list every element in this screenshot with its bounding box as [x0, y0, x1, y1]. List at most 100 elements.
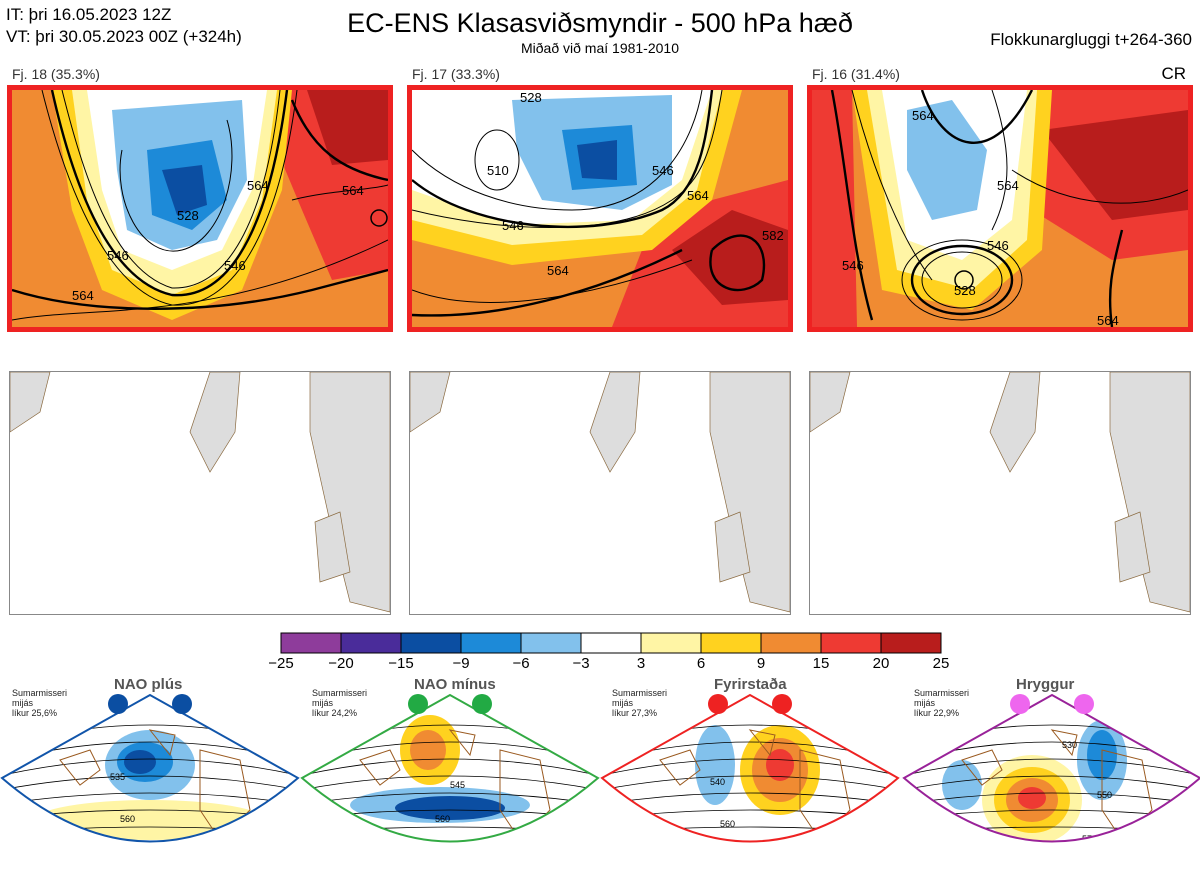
contour-label: 582 [762, 228, 784, 243]
contour-label: 528 [954, 283, 976, 298]
anomaly-shading [695, 725, 735, 805]
cluster-3-label: Fj. 16 (31.4%) [812, 66, 900, 82]
anomaly-shading [942, 760, 982, 810]
regime-border [0, 693, 300, 843]
colorbar-tick-label: −15 [388, 655, 414, 672]
contour-label: 528 [177, 208, 199, 223]
regime-border [600, 693, 900, 843]
height-contour [904, 775, 1200, 793]
height-contour [300, 844, 600, 848]
page-title: EC-ENS Klasasviðsmyndir - 500 hPa hæð [347, 8, 853, 38]
anomaly-shading [1017, 855, 1047, 865]
contour-label: 528 [520, 90, 542, 105]
height-contour [300, 861, 600, 862]
colorbar-segment [820, 632, 882, 654]
regime-marker [472, 694, 492, 714]
regime-map: 545 560 575 [300, 693, 600, 862]
contour-label: 546 [224, 258, 246, 273]
regime-info-line: Sumarmisseri [612, 688, 668, 698]
colorbar-tick-label: 15 [812, 655, 830, 672]
regime-info-line: Sumarmisseri [312, 688, 368, 698]
colorbar-tick-label: −25 [268, 655, 294, 672]
colorbar [280, 632, 942, 654]
colorbar-tick-label: 20 [872, 655, 890, 672]
regime-map: 535 560 [0, 693, 300, 848]
colorbar-tick-label: −9 [452, 655, 470, 672]
colorbar-tick-label: −6 [512, 655, 530, 672]
cluster-1-label: Fj. 18 (35.3%) [12, 66, 100, 82]
height-contour [602, 809, 898, 821]
height-contour [302, 826, 598, 835]
height-contour [600, 844, 900, 848]
regime-marker [408, 694, 428, 714]
colorbar-segment [640, 632, 702, 654]
contour-label: 564 [1097, 313, 1119, 327]
contour-label: 546 [652, 163, 674, 178]
regime-info-line: líkur 24,2% [312, 708, 358, 718]
height-contour [904, 724, 1200, 751]
regime-name: NAO mínus [414, 676, 496, 693]
colorbar-segment [460, 632, 522, 654]
height-contour [602, 775, 898, 793]
cluster-2-label: Fj. 17 (33.3%) [412, 66, 500, 82]
colorbar-tick-label: 6 [696, 655, 706, 672]
regime-border [902, 693, 1200, 843]
regime-info-line: líkur 27,3% [612, 708, 658, 718]
anomaly-shading [410, 730, 446, 770]
cluster-3-map: 546 564 546 528 564 564 [807, 85, 1193, 332]
regime-name: NAO plús [114, 676, 183, 693]
contour-label: 564 [247, 178, 269, 193]
regime-name: Hryggur [1016, 676, 1075, 693]
regime-info: Sumarmisseri mijás líkur 24,2% [312, 688, 367, 718]
colorbar-tick-label: 3 [636, 655, 646, 672]
contour-label: 564 [547, 263, 569, 278]
regime-marker [708, 694, 728, 714]
regime-contour-label: 575 [735, 844, 750, 854]
colorbar-tick-label: −20 [328, 655, 354, 672]
regime-contour-label: 545 [450, 780, 465, 790]
contour-label: 564 [342, 183, 364, 198]
regime-marker [1010, 694, 1030, 714]
regime-contour-label: 535 [110, 772, 125, 782]
height-contour [302, 775, 598, 793]
colorbar-segment [580, 632, 642, 654]
regime-info: Sumarmisseri mijás líkur 25,6% [12, 688, 67, 718]
colorbar-segment [760, 632, 822, 654]
colorbar-segment [280, 632, 342, 654]
colorbar-tick-label: −3 [572, 655, 590, 672]
regime-border [300, 693, 600, 843]
regime-info: Sumarmisseri mijás líkur 22,9% [914, 688, 969, 718]
empty-map-3 [809, 371, 1191, 615]
cluster-1-map: 528 546 564 564 546 564 [7, 85, 393, 332]
colorbar-segment [880, 632, 942, 654]
contour-label: 546 [987, 238, 1009, 253]
contour-label: 546 [842, 258, 864, 273]
regime-info-line: líkur 22,9% [914, 708, 960, 718]
contour-label: 546 [107, 248, 129, 263]
anomaly-shading [124, 750, 156, 774]
anomaly-shading [35, 800, 265, 840]
colorbar-tick-label: 9 [756, 655, 766, 672]
height-contour [2, 775, 298, 793]
regime-info-line: mijás [312, 698, 334, 708]
empty-map-1 [9, 371, 391, 615]
contour-label: 564 [997, 178, 1019, 193]
colorbar-segment [700, 632, 762, 654]
regime-info-line: mijás [914, 698, 936, 708]
height-contour [902, 861, 1200, 862]
height-contour [0, 844, 300, 848]
height-contour [2, 758, 298, 779]
regime-contour-label: 560 [120, 814, 135, 824]
height-contour [302, 758, 598, 779]
regime-info-line: líkur 25,6% [12, 708, 58, 718]
height-contour [602, 826, 898, 835]
empty-map-2 [409, 371, 791, 615]
regime-marker [172, 694, 192, 714]
height-contour [904, 758, 1200, 779]
colorbar-tick-label: 25 [932, 655, 950, 672]
contour-label: 564 [912, 108, 934, 123]
regime-contour-label: 550 [1097, 790, 1112, 800]
regime-info-line: Sumarmisseri [914, 688, 970, 698]
contour-label: 546 [502, 218, 524, 233]
